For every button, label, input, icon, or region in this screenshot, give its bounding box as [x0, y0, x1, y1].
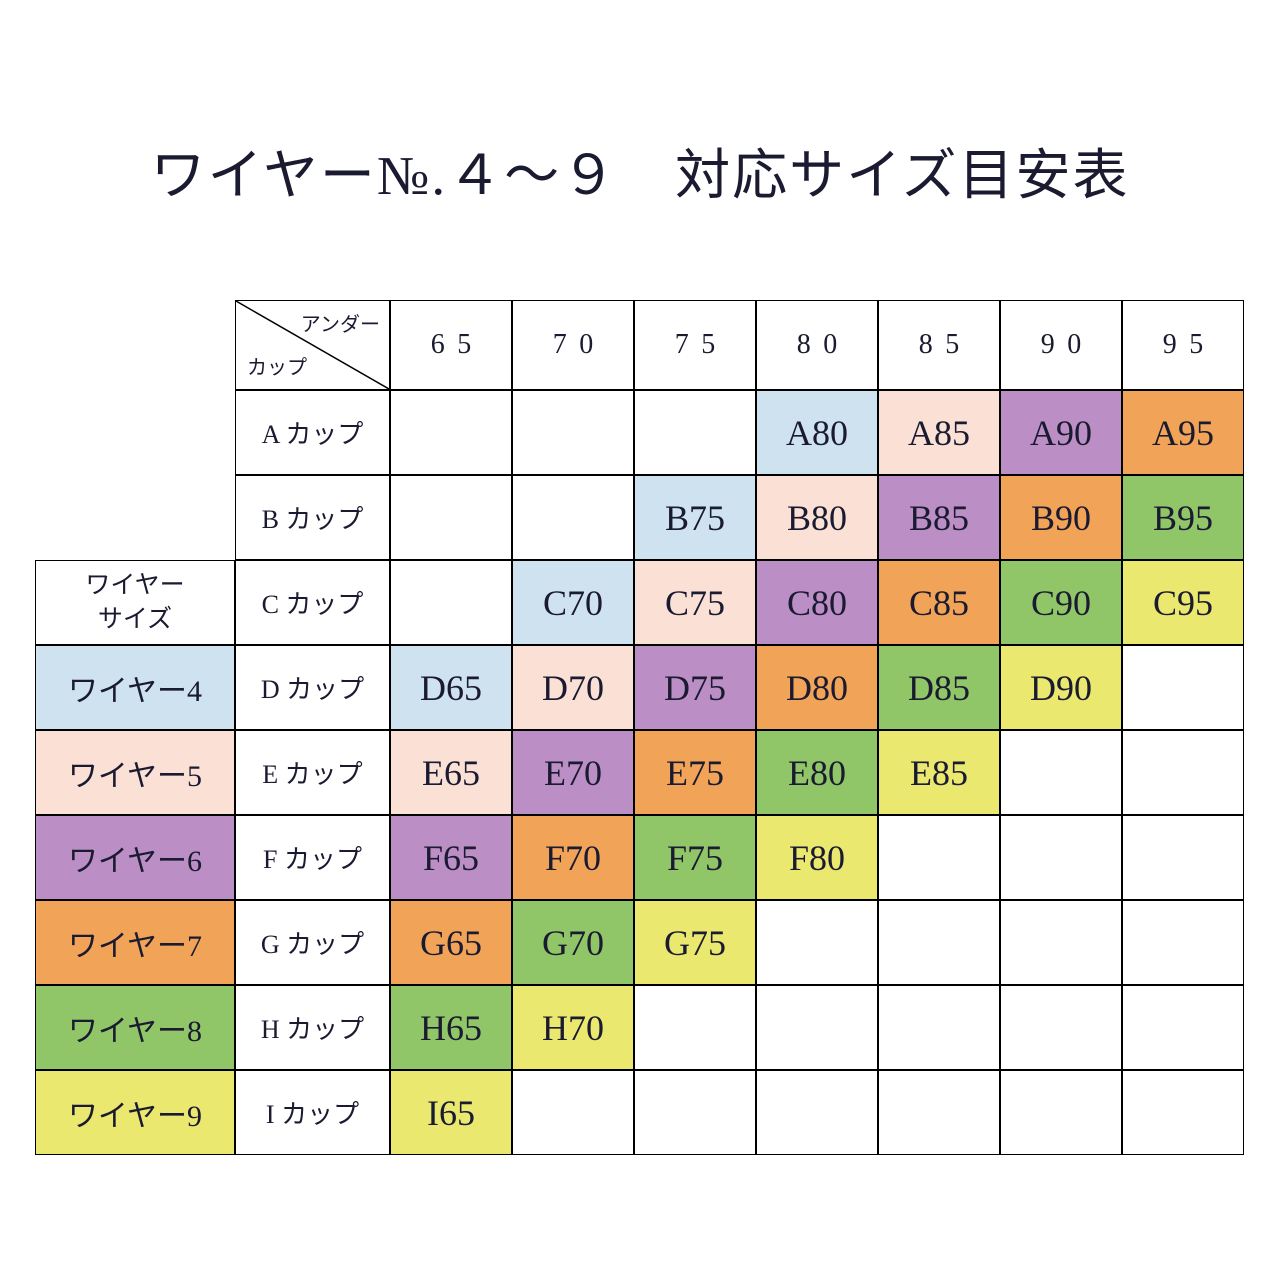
- size-cell: G65: [390, 900, 512, 985]
- size-cell: [512, 475, 634, 560]
- size-cell: [1000, 815, 1122, 900]
- legend-header-line: ワイヤー: [85, 571, 185, 599]
- size-cell: [634, 1070, 756, 1155]
- underbust-header-cell: 70: [512, 300, 634, 390]
- cup-label-cell: A カップ: [235, 390, 390, 475]
- size-cell: A85: [878, 390, 1000, 475]
- legend-header-cell: ワイヤー サイズ: [35, 560, 235, 645]
- size-cell: [756, 985, 878, 1070]
- size-cell: B95: [1122, 475, 1244, 560]
- size-cell: C85: [878, 560, 1000, 645]
- size-cell: F80: [756, 815, 878, 900]
- size-cell: G75: [634, 900, 756, 985]
- size-cell: [756, 1070, 878, 1155]
- size-cell: F75: [634, 815, 756, 900]
- size-cell: E75: [634, 730, 756, 815]
- size-cell: F70: [512, 815, 634, 900]
- size-cell: A95: [1122, 390, 1244, 475]
- size-cell: [390, 560, 512, 645]
- underbust-header-cell: 85: [878, 300, 1000, 390]
- size-cell: [878, 815, 1000, 900]
- size-cell: [512, 1070, 634, 1155]
- size-cell: [756, 900, 878, 985]
- size-cell: D75: [634, 645, 756, 730]
- size-cell: B85: [878, 475, 1000, 560]
- size-cell: [1000, 730, 1122, 815]
- size-cell: A90: [1000, 390, 1122, 475]
- cup-label-cell: I カップ: [235, 1070, 390, 1155]
- size-cell: [878, 900, 1000, 985]
- underbust-header-cell: 80: [756, 300, 878, 390]
- page-title: ワイヤー№.４～９ 対応サイズ目安表: [150, 145, 1130, 206]
- legend-item: ワイヤー5: [35, 730, 235, 815]
- corner-cup-label: カップ: [247, 357, 307, 379]
- size-cell: D70: [512, 645, 634, 730]
- size-cell: A80: [756, 390, 878, 475]
- corner-underbust-label: アンダー: [300, 314, 380, 336]
- size-cell: [1122, 730, 1244, 815]
- underbust-header-cell: 95: [1122, 300, 1244, 390]
- size-cell: [634, 985, 756, 1070]
- size-cell: [1000, 985, 1122, 1070]
- size-cell: C95: [1122, 560, 1244, 645]
- size-cell: [878, 1070, 1000, 1155]
- size-cell: [1000, 900, 1122, 985]
- corner-header-cell: アンダー カップ: [235, 300, 390, 390]
- size-cell: E70: [512, 730, 634, 815]
- cup-label-cell: D カップ: [235, 645, 390, 730]
- size-cell: H70: [512, 985, 634, 1070]
- cup-label-cell: B カップ: [235, 475, 390, 560]
- diagonal-line: [236, 301, 389, 389]
- size-cell: C75: [634, 560, 756, 645]
- size-cell: E85: [878, 730, 1000, 815]
- cup-label-cell: C カップ: [235, 560, 390, 645]
- cup-label-cell: F カップ: [235, 815, 390, 900]
- size-cell: G70: [512, 900, 634, 985]
- legend-header-line: サイズ: [97, 605, 173, 633]
- size-cell: [1122, 985, 1244, 1070]
- underbust-header-cell: 65: [390, 300, 512, 390]
- size-cell: D65: [390, 645, 512, 730]
- size-cell: [1122, 815, 1244, 900]
- size-cell: C70: [512, 560, 634, 645]
- size-cell: B75: [634, 475, 756, 560]
- legend-item: ワイヤー6: [35, 815, 235, 900]
- size-cell: B90: [1000, 475, 1122, 560]
- cup-label-cell: G カップ: [235, 900, 390, 985]
- legend-item: ワイヤー4: [35, 645, 235, 730]
- legend-item: ワイヤー7: [35, 900, 235, 985]
- size-cell: [1122, 900, 1244, 985]
- size-cell: [1122, 645, 1244, 730]
- cup-label-cell: E カップ: [235, 730, 390, 815]
- cup-label-cell: H カップ: [235, 985, 390, 1070]
- size-cell: B80: [756, 475, 878, 560]
- size-cell: C80: [756, 560, 878, 645]
- legend-item: ワイヤー8: [35, 985, 235, 1070]
- size-cell: H65: [390, 985, 512, 1070]
- size-cell: C90: [1000, 560, 1122, 645]
- size-cell: I65: [390, 1070, 512, 1155]
- underbust-header-cell: 75: [634, 300, 756, 390]
- legend-item: ワイヤー9: [35, 1070, 235, 1155]
- size-cell: [878, 985, 1000, 1070]
- size-cell: [1122, 1070, 1244, 1155]
- size-cell: E80: [756, 730, 878, 815]
- size-cell: [390, 390, 512, 475]
- size-cell: [634, 390, 756, 475]
- size-cell: [512, 390, 634, 475]
- size-cell: D90: [1000, 645, 1122, 730]
- size-cell: [390, 475, 512, 560]
- size-cell: E65: [390, 730, 512, 815]
- size-cell: D80: [756, 645, 878, 730]
- underbust-header-cell: 90: [1000, 300, 1122, 390]
- size-cell: D85: [878, 645, 1000, 730]
- size-cell: [1000, 1070, 1122, 1155]
- size-cell: F65: [390, 815, 512, 900]
- size-table: アンダー カップ 65 70 75 80 85 90 95 A カップ B カップ C カップ D …: [35, 300, 1244, 1155]
